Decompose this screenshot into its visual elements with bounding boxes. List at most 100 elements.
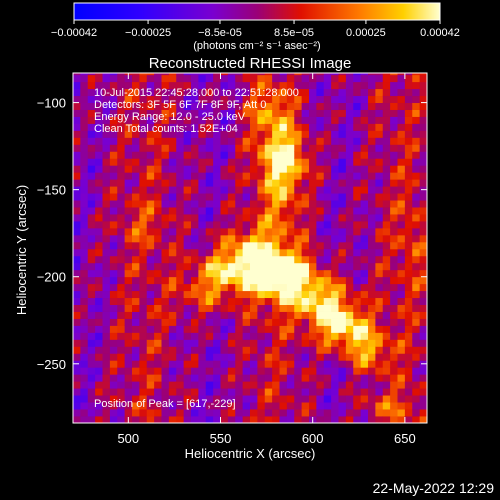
- image-pixel: [368, 151, 376, 159]
- image-pixel: [301, 221, 310, 229]
- image-pixel: [109, 416, 118, 423]
- image-pixel: [375, 234, 384, 243]
- image-pixel: [242, 74, 251, 83]
- image-pixel: [375, 318, 384, 326]
- image-pixel: [338, 402, 347, 410]
- image-pixel: [360, 186, 369, 194]
- image-pixel: [205, 193, 214, 201]
- image-pixel: [109, 367, 118, 375]
- image-pixel: [272, 325, 280, 333]
- image-pixel: [139, 186, 148, 194]
- image-pixel: [176, 402, 185, 410]
- image-pixel: [250, 283, 258, 292]
- image-pixel: [272, 269, 280, 278]
- image-pixel: [205, 88, 214, 97]
- image-pixel: [205, 200, 214, 208]
- image-pixel: [412, 255, 421, 264]
- image-pixel: [220, 74, 229, 83]
- image-pixel: [176, 325, 185, 333]
- image-pixel: [419, 144, 427, 152]
- image-pixel: [117, 207, 126, 215]
- image-pixel: [205, 227, 214, 236]
- image-pixel: [257, 297, 266, 305]
- image-pixel: [345, 339, 354, 347]
- image-pixel: [227, 207, 236, 215]
- image-pixel: [250, 95, 258, 104]
- image-pixel: [294, 311, 303, 319]
- image-pixel: [419, 409, 427, 417]
- image-pixel: [176, 102, 185, 110]
- image-pixel: [419, 95, 427, 104]
- image-pixel: [338, 255, 347, 264]
- image-pixel: [353, 137, 362, 145]
- image-pixel: [80, 402, 89, 410]
- image-pixel: [264, 367, 273, 375]
- image-pixel: [146, 200, 155, 208]
- image-pixel: [264, 395, 273, 403]
- image-pixel: [205, 276, 214, 285]
- image-pixel: [205, 255, 214, 264]
- image-pixel: [161, 276, 170, 285]
- image-pixel: [419, 395, 427, 403]
- y-tick-label: −150: [37, 183, 66, 198]
- image-pixel: [95, 290, 103, 299]
- image-pixel: [198, 332, 207, 340]
- image-pixel: [227, 130, 236, 138]
- image-pixel: [176, 381, 185, 389]
- image-pixel: [272, 395, 280, 403]
- image-pixel: [272, 221, 280, 229]
- image-pixel: [301, 269, 310, 278]
- image-pixel: [294, 137, 303, 145]
- image-pixel: [227, 374, 236, 382]
- image-pixel: [257, 179, 266, 187]
- image-pixel: [168, 255, 177, 264]
- image-pixel: [124, 207, 133, 215]
- image-pixel: [412, 95, 421, 104]
- image-pixel: [95, 73, 103, 76]
- image-pixel: [412, 318, 421, 326]
- image-pixel: [301, 241, 310, 250]
- image-pixel: [368, 73, 376, 76]
- image-pixel: [161, 200, 170, 208]
- image-pixel: [242, 409, 251, 417]
- image-pixel: [242, 73, 251, 76]
- image-pixel: [309, 234, 317, 243]
- image-pixel: [331, 311, 339, 319]
- image-pixel: [109, 172, 118, 180]
- image-pixel: [294, 234, 303, 243]
- image-pixel: [124, 130, 133, 138]
- image-pixel: [375, 416, 384, 423]
- image-pixel: [183, 283, 192, 292]
- image-pixel: [117, 186, 126, 194]
- image-pixel: [309, 409, 317, 417]
- image-pixel: [382, 248, 391, 257]
- image-pixel: [109, 360, 118, 368]
- image-pixel: [331, 102, 339, 110]
- image-pixel: [397, 193, 406, 201]
- image-pixel: [272, 74, 280, 83]
- image-pixel: [323, 151, 332, 159]
- image-pixel: [397, 186, 406, 194]
- image-pixel: [139, 137, 148, 145]
- image-pixel: [294, 221, 303, 229]
- image-pixel: [146, 346, 155, 354]
- image-pixel: [146, 144, 155, 152]
- image-pixel: [404, 193, 413, 201]
- image-pixel: [286, 255, 295, 264]
- image-pixel: [154, 158, 162, 166]
- image-pixel: [87, 290, 96, 299]
- image-pixel: [132, 381, 140, 389]
- image-pixel: [294, 248, 303, 257]
- image-pixel: [419, 221, 427, 229]
- image-pixel: [220, 123, 229, 131]
- image-pixel: [390, 227, 398, 236]
- image-pixel: [183, 109, 192, 117]
- image-pixel: [360, 179, 369, 187]
- image-pixel: [286, 102, 295, 110]
- image-pixel: [161, 409, 170, 417]
- image-pixel: [382, 165, 391, 173]
- image-pixel: [345, 186, 354, 194]
- image-pixel: [102, 109, 111, 117]
- image-pixel: [301, 179, 310, 187]
- image-pixel: [80, 102, 89, 110]
